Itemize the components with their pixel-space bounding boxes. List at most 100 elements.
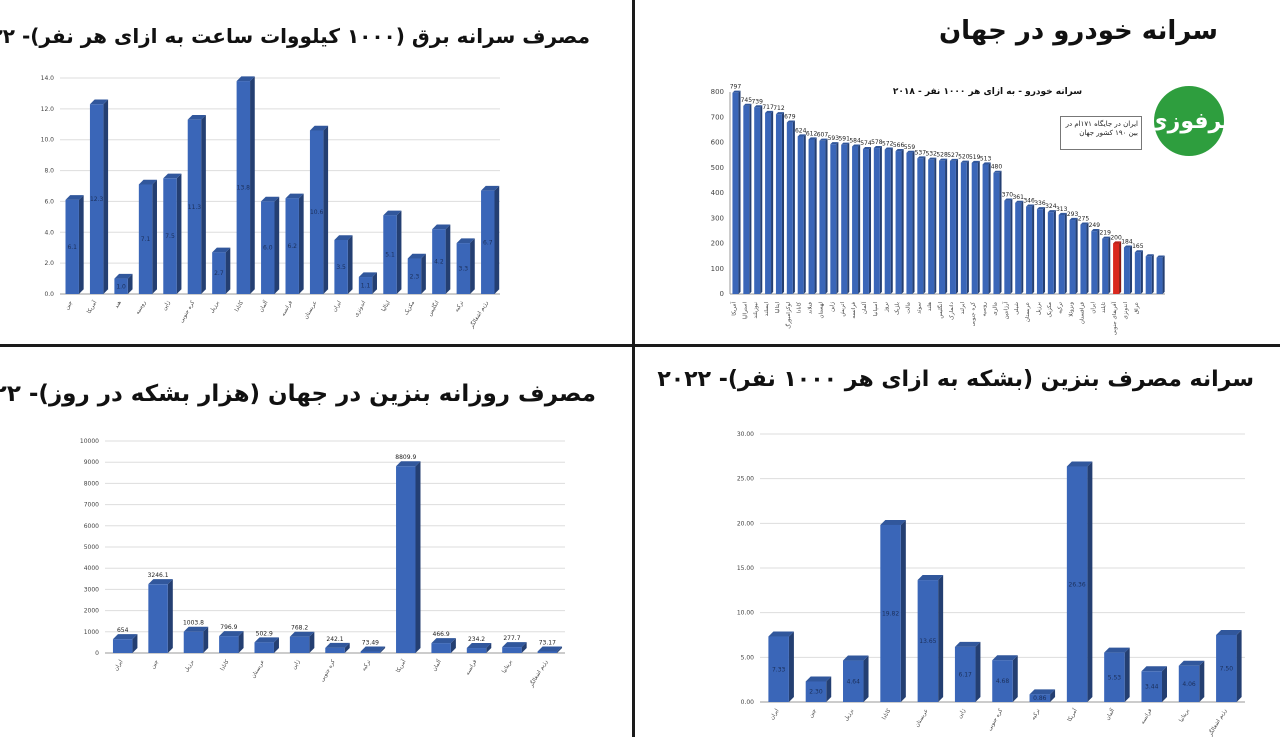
- data-label: 745: [741, 97, 753, 104]
- bar-top: [765, 110, 774, 113]
- x-tick-label: روسیه: [135, 300, 148, 316]
- bar-side: [988, 162, 991, 294]
- data-label: 336: [1034, 200, 1046, 207]
- y-tick-label: 200: [711, 240, 724, 248]
- data-label: 717: [762, 104, 774, 111]
- bar-top: [65, 195, 84, 200]
- bar: [89, 104, 104, 294]
- bar: [895, 151, 902, 294]
- bar-top: [808, 137, 817, 140]
- y-tick-label: 300: [711, 214, 724, 222]
- x-tick-label: روسیه: [982, 302, 988, 317]
- bar-top: [743, 103, 752, 106]
- x-tick-label: عربستان: [251, 659, 266, 679]
- bar-side: [1064, 212, 1067, 294]
- bar-top: [537, 646, 563, 652]
- data-label: 537: [915, 149, 927, 156]
- data-label: 7.1: [141, 236, 151, 243]
- bar: [852, 146, 859, 294]
- bar: [325, 647, 345, 653]
- bar: [830, 144, 837, 294]
- gasoline-daily-chart-title: مصرف روزانه بنزین در جهان (هزار بشکه در …: [0, 381, 596, 407]
- data-label: 10.6: [310, 209, 324, 216]
- bar-side: [781, 112, 785, 295]
- bar-side: [1042, 207, 1046, 294]
- data-label: 528: [936, 152, 948, 159]
- x-tick-label: انگلیس: [426, 299, 441, 317]
- bar: [1145, 256, 1152, 294]
- gasoline-per-capita-chart: 0.00 5.00 10.00 15.00 20.00 25.00 30.00 7.33 ایر…: [737, 431, 1245, 737]
- bar-top: [219, 631, 244, 637]
- bar: [992, 660, 1013, 702]
- bar-top: [466, 643, 492, 649]
- data-label: 532: [925, 151, 937, 158]
- bar-side: [103, 99, 109, 295]
- bar-side: [486, 643, 492, 653]
- x-tick-label: رژیم اشغالگر: [468, 299, 490, 330]
- bar-top: [732, 90, 741, 93]
- x-tick-label: ایران: [1090, 302, 1096, 314]
- data-label: 2.3: [410, 273, 420, 280]
- bar-side: [836, 142, 839, 294]
- bar-top: [949, 158, 959, 161]
- bar-top: [1134, 250, 1143, 253]
- bar: [1069, 220, 1076, 294]
- data-label: 11.3: [188, 204, 202, 211]
- x-tick-label: استرالیا: [742, 302, 748, 320]
- x-tick-label: آلمان: [431, 658, 443, 672]
- bar-top: [236, 76, 255, 82]
- bar-side: [1087, 461, 1093, 702]
- x-tick-label: هند: [114, 300, 123, 310]
- y-tick-label: 1000: [84, 629, 99, 636]
- x-tick-label: اندونزی: [1123, 302, 1129, 320]
- x-tick-label: کره جنوبی: [986, 707, 1004, 732]
- bar-top: [148, 579, 173, 585]
- bar: [873, 148, 880, 294]
- x-tick-label: کانادا: [219, 658, 231, 672]
- data-label: 277.7: [503, 635, 520, 642]
- cars-chart-title: سرانه خودرو در جهان: [938, 16, 1218, 46]
- bar-top: [982, 162, 991, 165]
- bar: [805, 681, 827, 702]
- bar-side: [201, 114, 206, 294]
- data-label: 768.2: [291, 625, 308, 632]
- x-tick-label: برزیل: [209, 300, 221, 315]
- bar-side: [945, 158, 948, 294]
- bar: [768, 636, 789, 702]
- bar-top: [358, 272, 377, 278]
- y-tick-label: 12.0: [41, 106, 55, 113]
- data-label: 13.8: [237, 185, 251, 192]
- x-tick-label: فرانسه: [280, 300, 294, 318]
- x-tick-label: آمریکا: [85, 299, 98, 315]
- data-label: 73.49: [362, 639, 379, 646]
- bar: [289, 636, 310, 653]
- bar-side: [1012, 655, 1018, 702]
- bar-top: [906, 150, 915, 153]
- bar: [407, 258, 422, 294]
- bar: [285, 198, 299, 294]
- x-tick-label: قزاقستان: [1079, 302, 1085, 324]
- bar-side: [380, 646, 386, 653]
- data-label: 6.7: [483, 239, 493, 246]
- data-label: 165: [1132, 243, 1144, 250]
- bar: [212, 252, 226, 294]
- x-tick-label: ایتالیا: [775, 302, 781, 314]
- y-tick-label: 7000: [84, 502, 99, 509]
- bar-side: [1086, 222, 1089, 294]
- bar: [1123, 247, 1130, 294]
- bar-side: [415, 461, 421, 653]
- bar: [1113, 243, 1120, 294]
- data-label: 480: [991, 164, 1003, 171]
- y-tick-label: 5000: [84, 544, 99, 551]
- data-label: 712: [773, 105, 785, 112]
- bar-top: [1066, 461, 1093, 467]
- bar: [808, 139, 815, 294]
- bar-side: [1124, 647, 1130, 702]
- bar-side: [803, 134, 806, 294]
- bar-side: [863, 655, 869, 702]
- y-tick-label: 6000: [84, 523, 99, 530]
- bar: [1036, 209, 1043, 294]
- x-tick-label: دانمارک: [948, 301, 955, 319]
- data-label: 527: [947, 152, 959, 159]
- data-label: 3.3: [459, 266, 469, 273]
